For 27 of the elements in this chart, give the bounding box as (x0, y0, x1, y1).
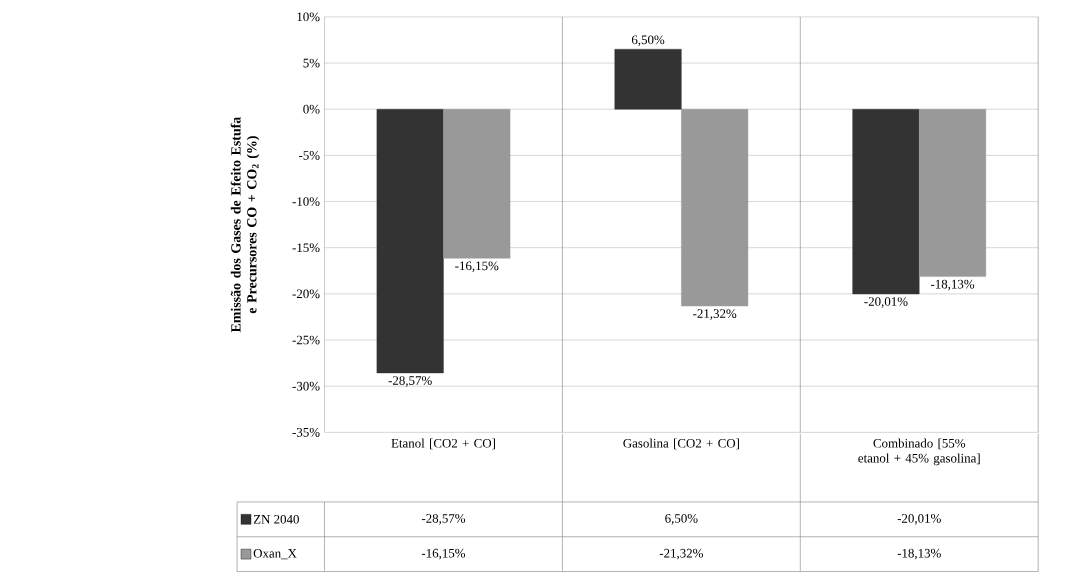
legend-label: ZN 2040 (253, 515, 299, 524)
data-label: 6,50% (665, 514, 698, 525)
y-tick-label: 5% (303, 58, 320, 68)
text: -21,32% (693, 309, 737, 321)
data-label: -18,13% (897, 549, 941, 560)
data-label: -28,57% (421, 514, 466, 525)
x-tick-label: Combinado [55% etanol + 45% gasolina] (858, 438, 980, 466)
text: -28,57% (388, 376, 432, 388)
x-tick-label: Etanol [CO2 + CO] (391, 438, 495, 450)
y-tick-label: -20% (292, 289, 320, 299)
data-label: -16,15% (421, 549, 466, 560)
y-tick-label: 0% (303, 105, 320, 114)
data-label: -20,01% (897, 514, 941, 525)
y-tick-label: 10% (297, 12, 320, 22)
y-tick-label: -25% (292, 335, 320, 345)
y-tick-label: -15% (292, 243, 320, 253)
x-tick-label: Gasolina [CO2 + CO] (623, 438, 739, 450)
y-tick-label: -5% (298, 151, 320, 161)
y-tick-label: -10% (292, 197, 320, 207)
text: -16,15% (455, 261, 499, 273)
text: 6,50% (631, 35, 665, 47)
data-label: -21,32% (659, 549, 703, 560)
y-tick-label: -30% (292, 382, 320, 391)
y-tick-label: -35% (292, 428, 320, 437)
text: -20,01% (864, 297, 908, 308)
text: -18,13% (930, 280, 975, 291)
legend-label: Oxan_X (253, 549, 297, 560)
